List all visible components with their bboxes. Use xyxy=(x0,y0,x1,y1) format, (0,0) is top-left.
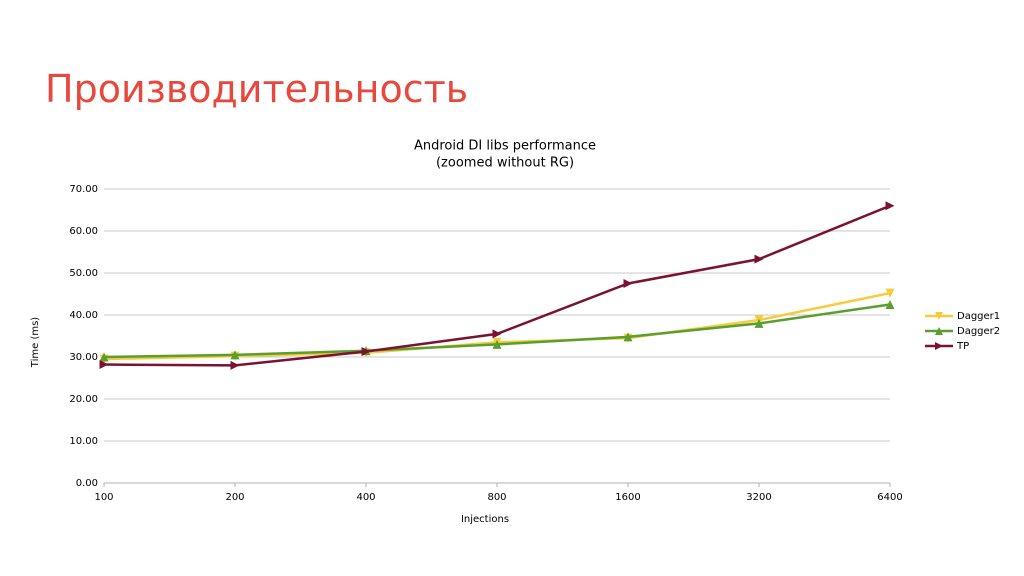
data-point xyxy=(754,318,764,328)
x-axis-label: Injections xyxy=(461,514,509,525)
legend-marker xyxy=(935,342,943,350)
legend-label: TP xyxy=(956,341,969,352)
x-tick-label: 1600 xyxy=(615,492,640,503)
x-tick-label: 200 xyxy=(225,492,244,503)
data-point xyxy=(492,329,502,339)
data-point xyxy=(885,300,895,309)
x-tick-label: 800 xyxy=(487,492,506,503)
legend-marker xyxy=(935,312,943,320)
y-tick-label: 0.00 xyxy=(76,478,98,489)
data-point xyxy=(623,332,633,342)
y-tick-label: 10.00 xyxy=(69,436,98,447)
y-tick-label: 70.00 xyxy=(69,184,98,195)
y-tick-label: 60.00 xyxy=(69,226,98,237)
chart-title: Android DI libs performance xyxy=(414,139,596,154)
data-point xyxy=(99,352,109,362)
data-point xyxy=(885,201,895,211)
legend-label: Dagger1 xyxy=(957,311,1000,322)
x-tick-label: 6400 xyxy=(877,492,902,503)
x-tick-label: 3200 xyxy=(746,492,771,503)
data-point xyxy=(230,350,240,360)
data-point xyxy=(361,347,371,357)
y-tick-label: 20.00 xyxy=(69,394,98,405)
x-tick-label: 100 xyxy=(94,492,113,503)
slide-title: Производительность xyxy=(45,67,468,111)
x-tick-label: 400 xyxy=(356,492,375,503)
chart-subtitle: (zoomed without RG) xyxy=(436,156,574,171)
legend-marker xyxy=(935,327,943,335)
legend-label: Dagger2 xyxy=(957,326,1000,337)
y-tick-label: 40.00 xyxy=(69,310,98,321)
y-tick-label: 30.00 xyxy=(69,352,98,363)
data-point xyxy=(885,288,895,298)
y-axis-label: Time (ms) xyxy=(30,317,41,369)
y-tick-label: 50.00 xyxy=(69,268,98,279)
data-point xyxy=(99,360,109,370)
data-point xyxy=(754,254,764,264)
data-point xyxy=(230,360,240,370)
data-point xyxy=(623,279,633,288)
data-point xyxy=(492,339,502,349)
